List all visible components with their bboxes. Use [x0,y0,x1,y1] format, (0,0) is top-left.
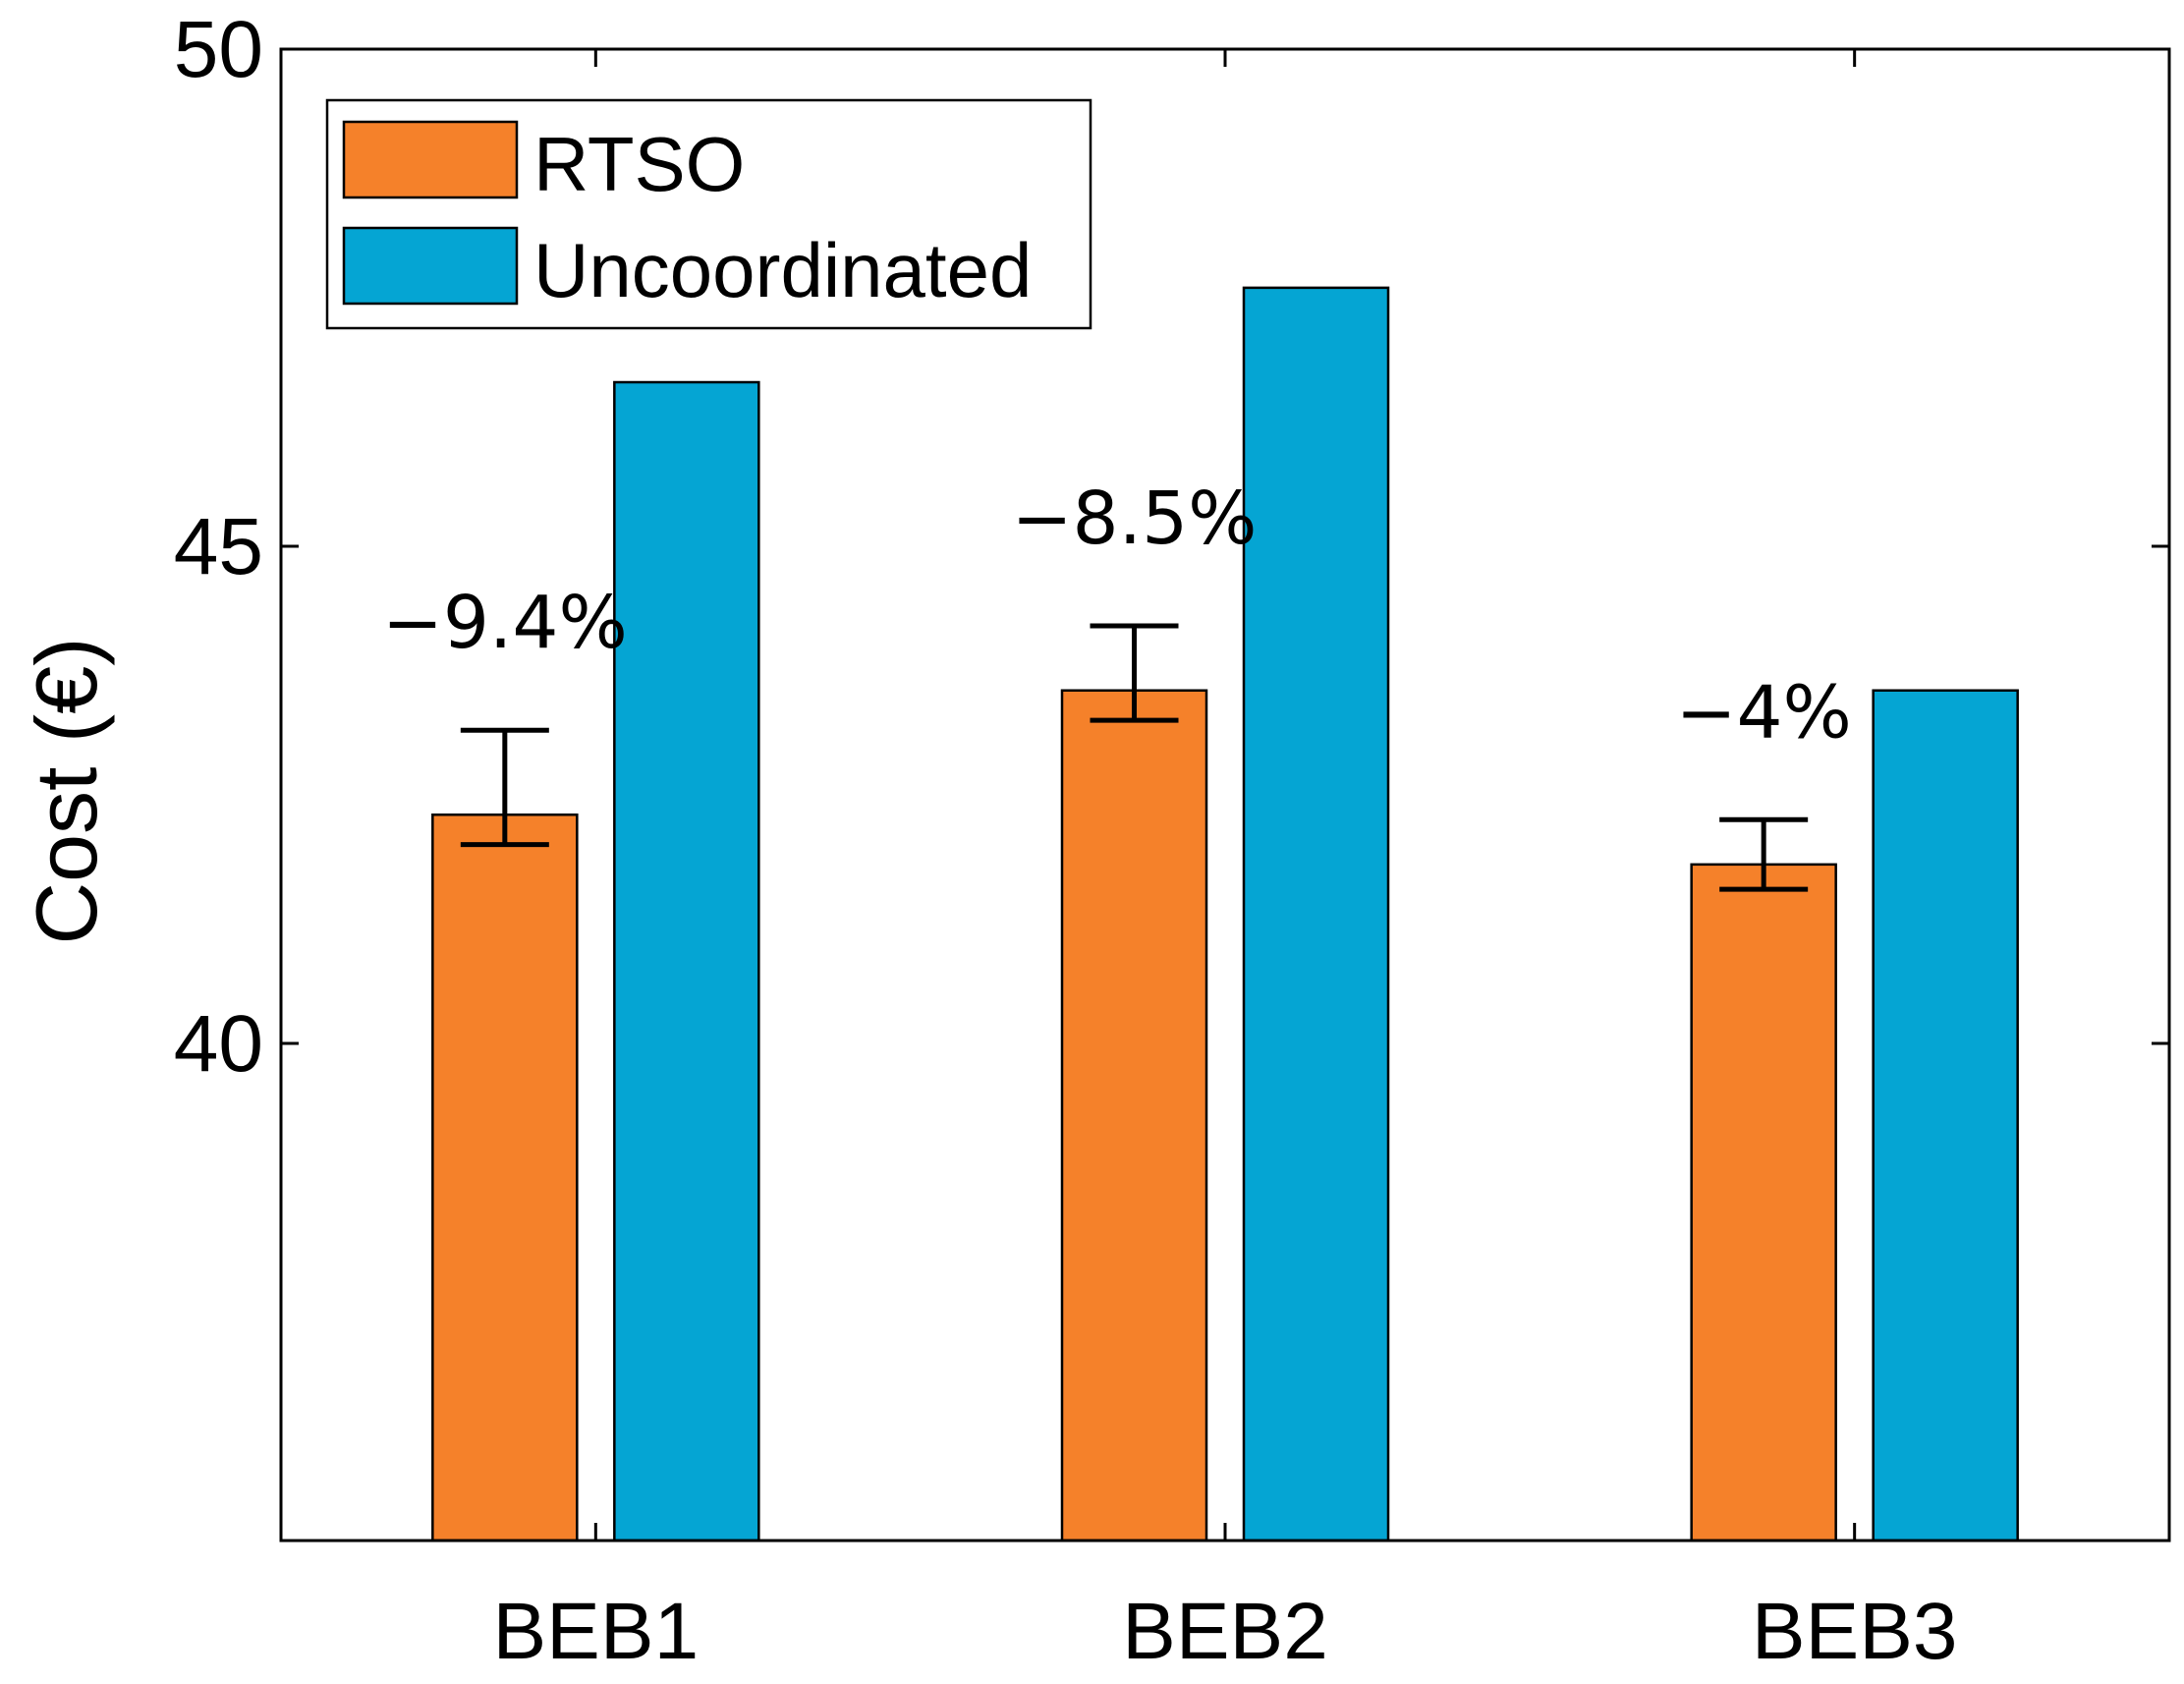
annotation-layer: −9.4% −8.5% −4% [382,477,1852,755]
x-tick-label: BEB3 [1752,1587,1958,1676]
y-tick-label: 50 [174,5,263,94]
bar-rtso-beb2 [1060,689,1208,1543]
annotation-label: −9.4% [382,581,628,665]
ticks-layer: 40 45 50 BEB1 BEB2 BEB3 [174,5,2169,1676]
bar-rtso-beb1 [431,813,579,1543]
errorbar-layer [460,623,1809,892]
legend: RTSO Uncoordinated [325,98,1092,330]
y-tick-label: 40 [174,999,263,1089]
y-axis-title: Cost (€) [18,638,115,945]
bar-uncoordinated-beb2 [1242,286,1390,1543]
legend-label-uncoordinated: Uncoordinated [533,227,1032,313]
annotation-label: −4% [1675,670,1851,755]
x-tick-label: BEB2 [1122,1587,1328,1676]
legend-swatch-rtso [342,120,519,199]
x-tick-label: BEB1 [492,1587,699,1676]
bars-layer [431,286,2019,1543]
plot-frame [279,47,2171,1543]
y-tick-label: 45 [174,502,263,591]
bar-rtso-beb3 [1690,863,1837,1543]
legend-swatch-uncoordinated [342,226,519,306]
bar-uncoordinated-beb1 [613,380,760,1543]
legend-label-rtso: RTSO [533,121,745,207]
bar-uncoordinated-beb3 [1872,689,2019,1543]
annotation-label: −8.5% [1011,477,1257,561]
